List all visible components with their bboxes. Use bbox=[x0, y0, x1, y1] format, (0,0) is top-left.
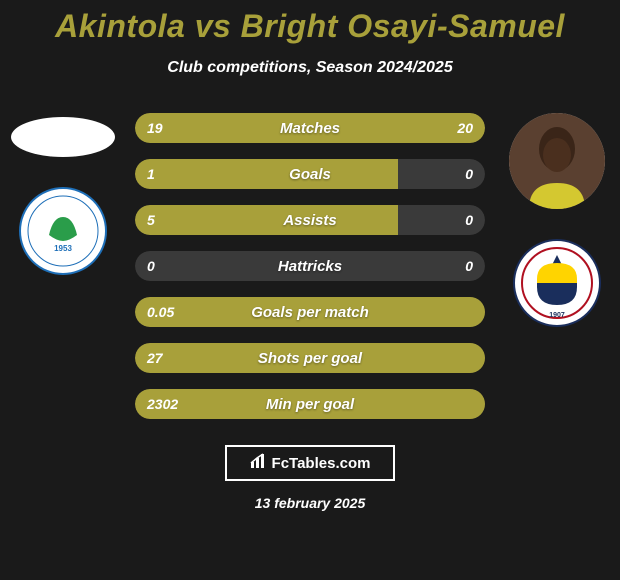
stat-label: Assists bbox=[283, 212, 336, 229]
stat-label: Hattricks bbox=[278, 258, 342, 275]
season-subtitle: Club competitions, Season 2024/2025 bbox=[0, 59, 620, 77]
stat-value-left: 19 bbox=[147, 120, 163, 136]
player-left-photo bbox=[11, 117, 115, 157]
stat-row: 27 Shots per goal bbox=[135, 343, 485, 373]
stat-label: Goals bbox=[289, 166, 331, 183]
comparison-body: 1953 1907 19 20 Matches 1 0 Goals 5 0 Assists 0 bbox=[0, 113, 620, 419]
stat-value-left: 27 bbox=[147, 350, 163, 366]
stat-value-right: 0 bbox=[465, 258, 473, 274]
stat-label: Shots per goal bbox=[258, 350, 362, 367]
stat-label: Goals per match bbox=[251, 304, 369, 321]
stat-row: 0.05 Goals per match bbox=[135, 297, 485, 327]
comparison-title: Akintola vs Bright Osayi-Samuel bbox=[0, 0, 620, 45]
club-right-badge: 1907 bbox=[513, 239, 601, 327]
stat-value-right: 0 bbox=[465, 212, 473, 228]
player-silhouette-icon bbox=[509, 113, 605, 209]
player-left-column: 1953 bbox=[8, 113, 118, 275]
player-right-column: 1907 bbox=[502, 113, 612, 327]
fenerbahce-badge-icon: 1907 bbox=[513, 239, 601, 327]
stat-row: 5 0 Assists bbox=[135, 205, 485, 235]
club-left-badge: 1953 bbox=[19, 187, 107, 275]
stat-value-left: 0.05 bbox=[147, 304, 174, 320]
stat-label: Min per goal bbox=[266, 396, 354, 413]
chart-icon bbox=[250, 453, 268, 473]
stat-label: Matches bbox=[280, 120, 340, 137]
stat-row: 19 20 Matches bbox=[135, 113, 485, 143]
svg-text:1907: 1907 bbox=[549, 312, 565, 319]
stat-value-left: 2302 bbox=[147, 396, 178, 412]
stat-value-left: 5 bbox=[147, 212, 155, 228]
stat-value-left: 1 bbox=[147, 166, 155, 182]
svg-text:1953: 1953 bbox=[54, 244, 72, 253]
stat-bar-left bbox=[135, 159, 398, 189]
footer-date: 13 february 2025 bbox=[0, 495, 620, 511]
rizespor-badge-icon: 1953 bbox=[19, 187, 107, 275]
fctables-logo[interactable]: FcTables.com bbox=[225, 445, 395, 481]
stats-bars: 19 20 Matches 1 0 Goals 5 0 Assists 0 0 Hattricks 0.… bbox=[135, 113, 485, 419]
stat-row: 0 0 Hattricks bbox=[135, 251, 485, 281]
stat-row: 1 0 Goals bbox=[135, 159, 485, 189]
player-right-photo bbox=[509, 113, 605, 209]
stat-row: 2302 Min per goal bbox=[135, 389, 485, 419]
stat-value-right: 20 bbox=[457, 120, 473, 136]
stat-value-left: 0 bbox=[147, 258, 155, 274]
footer-brand-text: FcTables.com bbox=[272, 455, 371, 472]
stat-bar-left bbox=[135, 205, 398, 235]
stat-value-right: 0 bbox=[465, 166, 473, 182]
